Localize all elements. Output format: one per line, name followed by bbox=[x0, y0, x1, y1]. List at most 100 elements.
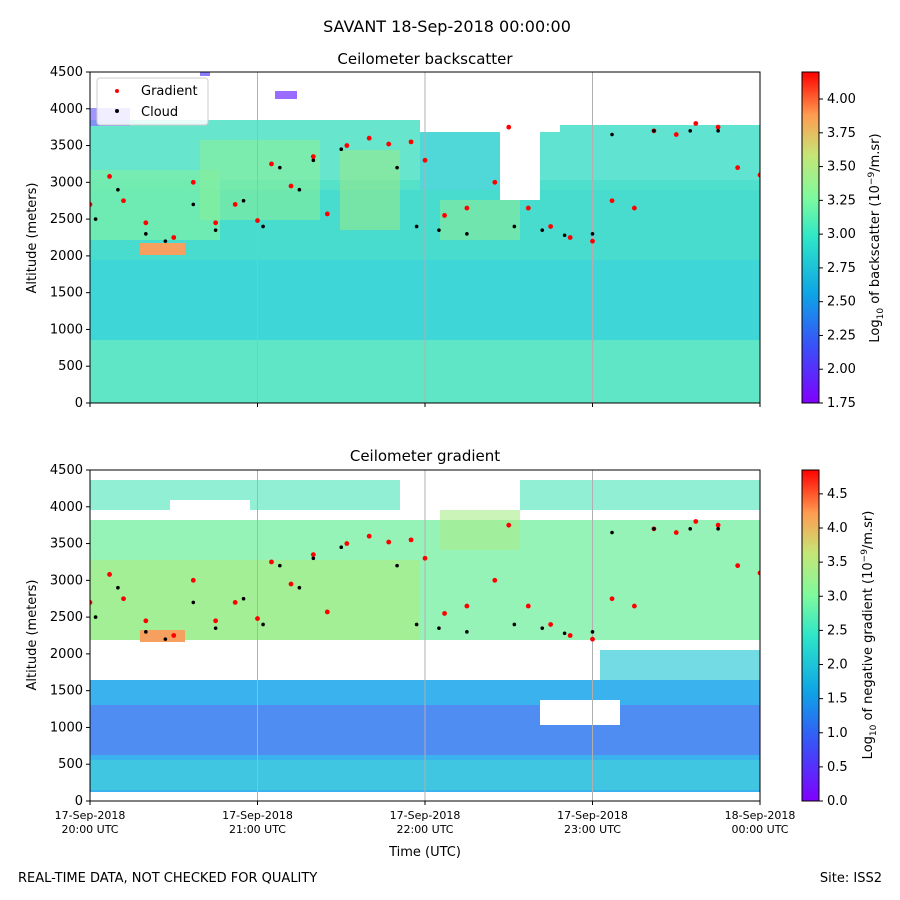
y-tick-label: 3500 bbox=[50, 537, 83, 552]
gradient-point bbox=[693, 121, 699, 126]
backscatter-y-axis: 0 500 1000 1500 2000 2500 3000 3500 4000 4500 bbox=[50, 65, 90, 411]
gradient-point bbox=[735, 165, 741, 171]
x-tick-date: 17-Sep-2018 bbox=[557, 809, 628, 822]
gradient-point bbox=[590, 636, 595, 642]
gradient-point bbox=[673, 530, 679, 535]
legend-cloud-label: Cloud bbox=[141, 105, 178, 120]
gradient-point bbox=[121, 596, 126, 602]
gradient-point bbox=[288, 183, 294, 189]
colorbar-tick-label: 2.5 bbox=[827, 623, 848, 638]
y-tick-label: 3000 bbox=[50, 175, 83, 190]
gradient-point bbox=[422, 555, 428, 561]
gradient-point bbox=[506, 522, 512, 528]
cloud-point bbox=[688, 129, 693, 133]
gradient-point bbox=[693, 519, 699, 524]
gradient-vertical-grid bbox=[257, 470, 593, 801]
cloud-point bbox=[144, 232, 148, 236]
gradient-point bbox=[171, 235, 177, 240]
gradient-point bbox=[715, 124, 721, 130]
cloud-point bbox=[278, 563, 282, 568]
y-tick-label: 4000 bbox=[50, 102, 83, 117]
cloud-point bbox=[213, 626, 218, 630]
cloud-point bbox=[688, 527, 693, 531]
cloud-point bbox=[512, 224, 517, 229]
gradient-point bbox=[344, 541, 350, 546]
cloud-point bbox=[311, 158, 316, 163]
cloud-point bbox=[163, 239, 168, 243]
colorbar-tick-label: 4.00 bbox=[827, 92, 856, 107]
y-tick-label: 0 bbox=[75, 794, 83, 809]
gradient-point bbox=[213, 618, 219, 624]
y-tick-label: 500 bbox=[58, 757, 83, 772]
y-tick-label: 1500 bbox=[50, 286, 83, 301]
footer-site: Site: ISS2 bbox=[820, 871, 882, 886]
gradient-point bbox=[310, 154, 316, 159]
gradient-point bbox=[548, 224, 554, 229]
x-tick-time: 00:00 UTC bbox=[731, 823, 788, 836]
colorbar-tick-label: 2.00 bbox=[827, 362, 856, 377]
footer-disclaimer: REAL-TIME DATA, NOT CHECKED FOR QUALITY bbox=[18, 871, 317, 886]
y-tick-label: 2500 bbox=[50, 212, 83, 227]
cloud-point bbox=[512, 622, 517, 627]
colorbar-tick-label: 0.0 bbox=[827, 794, 848, 809]
gradient-point bbox=[324, 211, 330, 217]
gradient-point bbox=[757, 570, 760, 576]
y-tick-label: 4500 bbox=[50, 65, 83, 80]
gradient-y-axis: 0 500 1000 1500 2000 2500 3000 3500 4000 4500 bbox=[50, 463, 90, 809]
colorbar-tick-label: 3.00 bbox=[827, 227, 856, 242]
gradient-point bbox=[525, 603, 531, 609]
x-axis-label: Time (UTC) bbox=[388, 845, 461, 860]
cloud-point bbox=[395, 563, 399, 568]
y-tick-label: 1000 bbox=[50, 322, 83, 337]
gradient-point bbox=[232, 202, 238, 207]
y-tick-label: 1000 bbox=[50, 720, 83, 735]
gradient-point bbox=[269, 161, 274, 167]
cloud-point bbox=[261, 224, 265, 229]
cloud-point bbox=[540, 228, 545, 232]
gradient-point bbox=[715, 522, 721, 528]
x-tick-date: 18-Sep-2018 bbox=[725, 809, 796, 822]
y-tick-label: 4500 bbox=[50, 463, 83, 478]
gradient-point bbox=[609, 198, 615, 204]
gradient-point bbox=[143, 220, 149, 226]
backscatter-ylabel: Altitude (meters) bbox=[25, 183, 40, 294]
cloud-point bbox=[590, 232, 595, 236]
gradient-point bbox=[190, 577, 196, 583]
backscatter-colorbar-label: Log10 of backscatter (10−9/m.sr) bbox=[867, 133, 886, 342]
gradient-point bbox=[269, 559, 274, 565]
y-tick-label: 500 bbox=[58, 359, 83, 374]
gradient-point bbox=[366, 135, 372, 141]
gradient-panel: Ceilometer gradient 0 500 1000 1500 2000 2500 bbox=[25, 447, 879, 860]
gradient-point bbox=[213, 220, 219, 226]
cloud-point bbox=[540, 626, 545, 630]
gradient-point bbox=[255, 218, 260, 223]
gradient-point bbox=[464, 603, 470, 609]
gradient-point bbox=[548, 622, 554, 627]
y-tick-label: 3500 bbox=[50, 139, 83, 154]
cloud-point bbox=[297, 187, 302, 192]
colorbar-tick-label: 2.75 bbox=[827, 261, 856, 276]
x-tick-date: 17-Sep-2018 bbox=[390, 809, 461, 822]
gradient-point bbox=[757, 172, 760, 178]
y-tick-label: 0 bbox=[75, 396, 83, 411]
gradient-point bbox=[735, 563, 741, 569]
gradient-scatter bbox=[90, 519, 760, 642]
cloud-point bbox=[261, 622, 265, 627]
colorbar-tick-label: 3.5 bbox=[827, 555, 848, 570]
legend: Gradient Cloud bbox=[96, 77, 209, 126]
colorbar-tick-label: 3.50 bbox=[827, 160, 856, 175]
cloud-point bbox=[465, 630, 469, 634]
gradient-point bbox=[344, 143, 350, 148]
colorbar-tick-label: 4.0 bbox=[827, 521, 848, 536]
colorbar-tick-label: 0.5 bbox=[827, 760, 848, 775]
cloud-point bbox=[241, 596, 246, 601]
cloud-point bbox=[562, 631, 567, 636]
cloud-point bbox=[241, 198, 246, 203]
y-tick-label: 4000 bbox=[50, 500, 83, 515]
backscatter-panel: Ceilometer backscatter 050 bbox=[25, 50, 886, 411]
x-tick-time: 21:00 UTC bbox=[229, 823, 286, 836]
legend-gradient-marker bbox=[115, 89, 119, 93]
cloud-point bbox=[191, 600, 196, 605]
gradient-point bbox=[386, 539, 392, 545]
